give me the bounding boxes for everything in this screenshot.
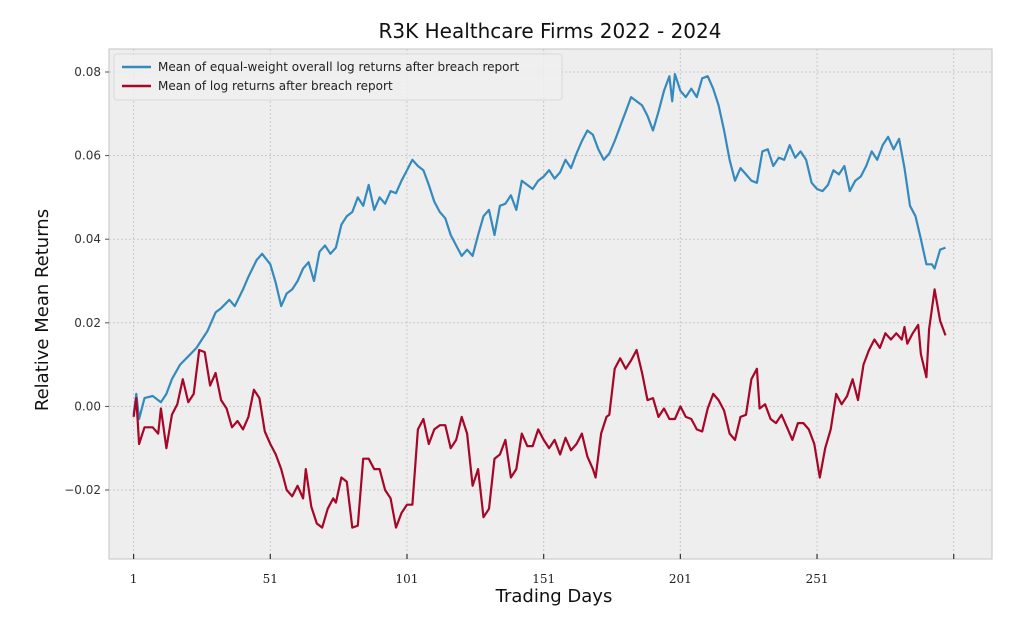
y-tick-label: 0.08: [74, 65, 101, 79]
x-tick-label: 151: [532, 572, 555, 586]
y-axis-label: Relative Mean Returns: [32, 209, 53, 411]
series-line-1: [132, 288, 947, 529]
x-tick-label: 251: [806, 572, 829, 586]
y-tick-label: 0.04: [74, 232, 101, 246]
gridlines: [109, 49, 992, 559]
x-tick-label: 1: [130, 572, 138, 586]
y-tick-label: 0.00: [74, 399, 101, 413]
series-0: [132, 72, 946, 421]
x-axis: 1 51 101 151 201 251: [130, 554, 955, 586]
series-lines: [132, 72, 947, 529]
y-tick-label: 0.06: [74, 149, 101, 163]
x-tick-label: 201: [669, 572, 692, 586]
legend-label-breach: Mean of log returns after breach report: [158, 79, 393, 93]
x-tick-label: 51: [263, 572, 278, 586]
y-tick-label: 0.02: [74, 316, 101, 330]
chart-title: R3K Healthcare Firms 2022 - 2024: [379, 19, 722, 43]
legend: Mean of equal-weight overall log returns…: [113, 53, 563, 101]
legend-box: [113, 53, 563, 101]
y-tick-label: −0.02: [64, 483, 101, 497]
series-line-0: [132, 72, 946, 421]
x-axis-label: Trading Days: [495, 586, 613, 607]
legend-label-equal-weight: Mean of equal-weight overall log returns…: [158, 60, 519, 74]
series-1: [132, 288, 947, 529]
y-axis: 0.08 0.06 0.04 0.02 0.00 −0.02: [64, 65, 109, 497]
x-tick-label: 101: [396, 572, 419, 586]
plot-area: [108, 48, 993, 560]
